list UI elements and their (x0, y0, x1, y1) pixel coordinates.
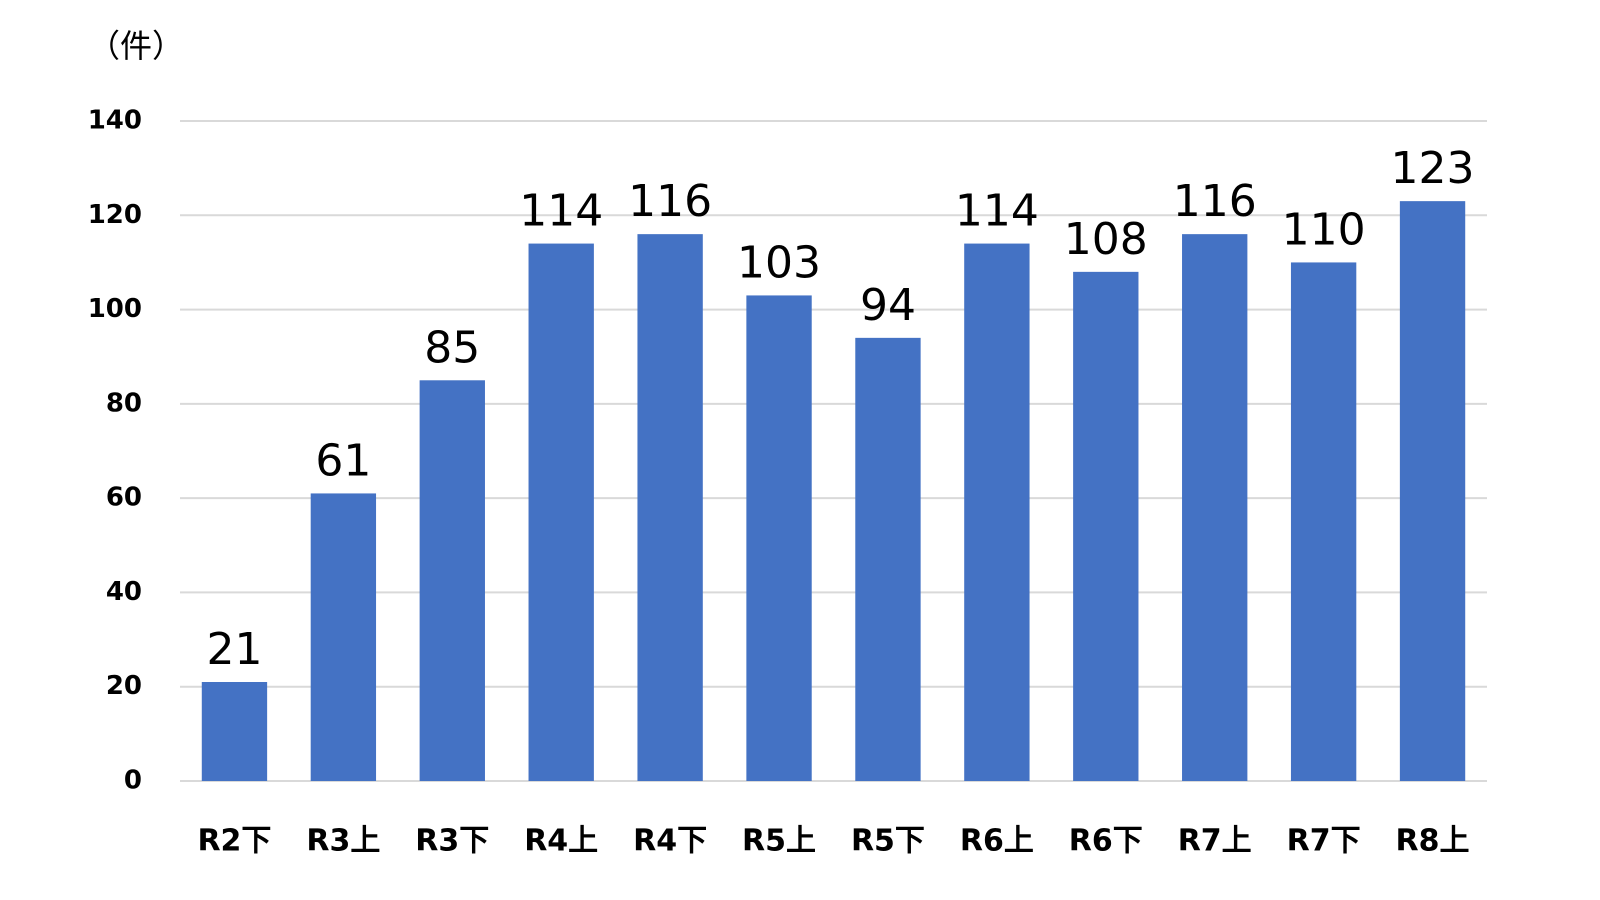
bar (1290, 262, 1357, 781)
x-tick-label: R5下 (851, 824, 925, 859)
value-label: 114 (519, 186, 603, 237)
bar (964, 243, 1030, 782)
x-tick-label: R2下 (197, 824, 271, 859)
value-label: 116 (1173, 176, 1257, 227)
y-tick-label: 80 (106, 388, 142, 418)
y-tick-label: 60 (106, 483, 142, 513)
y-tick-label: 100 (88, 294, 142, 324)
y-tick-label: 40 (106, 577, 142, 607)
bar (1399, 201, 1466, 782)
value-label: 61 (315, 435, 371, 486)
x-tick-label: R6上 (960, 824, 1034, 859)
bar (1182, 234, 1248, 782)
y-tick-label: 140 (88, 106, 142, 136)
value-label: 110 (1282, 204, 1366, 255)
bar (1073, 271, 1139, 781)
bar (637, 234, 703, 782)
y-axis-label: （件） (88, 27, 184, 65)
x-tick-label: R5上 (742, 824, 816, 859)
bar (201, 682, 268, 781)
y-tick-label: 120 (88, 200, 142, 230)
bar (746, 295, 812, 781)
x-tick-label: R4上 (524, 824, 598, 859)
x-tick-label: R6下 (1069, 824, 1143, 859)
value-label: 103 (737, 237, 821, 288)
value-label: 85 (424, 322, 480, 373)
value-label: 114 (955, 186, 1039, 237)
x-tick-label: R7下 (1287, 824, 1361, 859)
value-label: 94 (860, 280, 916, 331)
value-label: 21 (206, 624, 262, 675)
bar (310, 493, 377, 781)
bar (855, 337, 921, 781)
x-tick-label: R7上 (1178, 824, 1252, 859)
x-tick-label: R3下 (415, 824, 489, 859)
x-tick-label: R3上 (306, 824, 380, 859)
value-label: 123 (1391, 143, 1475, 194)
x-tick-label: R4下 (633, 824, 707, 859)
bar (419, 380, 485, 781)
bar (528, 243, 594, 782)
x-tick-label: R8上 (1396, 824, 1470, 859)
y-tick-label: 0 (124, 766, 142, 796)
value-label: 108 (1064, 214, 1148, 265)
y-tick-label: 20 (106, 671, 142, 701)
value-label: 116 (628, 176, 712, 227)
